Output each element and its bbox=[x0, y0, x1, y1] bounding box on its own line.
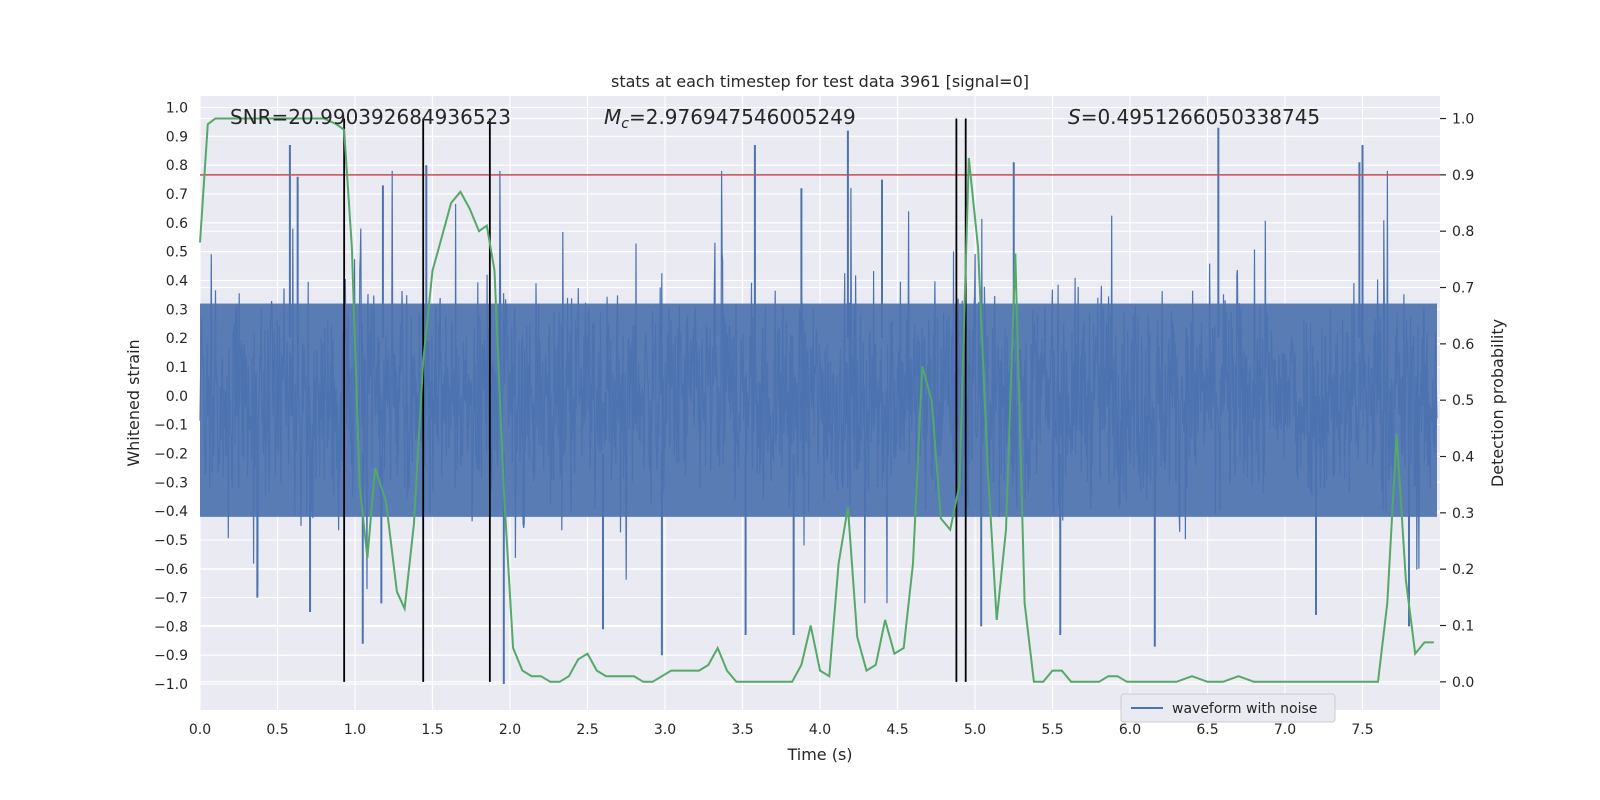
chirp-mass-annotation: Mc=2.976947546005249 bbox=[604, 105, 856, 132]
x-tick-label: 2.0 bbox=[499, 722, 521, 738]
chirp-mass-subscript: c bbox=[621, 116, 629, 132]
y-right-tick-label: 1.0 bbox=[1452, 112, 1474, 128]
vertical-lines-layer bbox=[343, 118, 967, 682]
x-tick-label: 3.0 bbox=[654, 722, 676, 738]
y-right-tick-label: 0.7 bbox=[1452, 281, 1474, 297]
x-tick-label: 2.5 bbox=[576, 722, 598, 738]
waveform-core-band bbox=[200, 303, 1437, 517]
y-right-tick-label: 0.6 bbox=[1452, 337, 1474, 353]
x-tick-label: 0.0 bbox=[189, 722, 211, 738]
chirp-mass-value: =2.976947546005249 bbox=[629, 105, 856, 129]
x-tick-label: 1.5 bbox=[421, 722, 443, 738]
y-left-tick-label: 0.3 bbox=[166, 302, 188, 318]
snr-annotation: SNR=20.990392684936523 bbox=[230, 105, 511, 129]
s-symbol: S bbox=[1068, 105, 1081, 129]
x-tick-label: 3.5 bbox=[731, 722, 753, 738]
y-left-tick-label: −0.7 bbox=[154, 591, 188, 607]
y-left-tick-label: −0.3 bbox=[154, 475, 188, 491]
x-tick-label: 4.0 bbox=[809, 722, 831, 738]
x-tick-label: 5.5 bbox=[1041, 722, 1063, 738]
y-left-tick-label: 0.2 bbox=[166, 331, 188, 347]
detection-probability-line bbox=[199, 117, 1434, 683]
y-left-tick-label: 0.6 bbox=[166, 216, 188, 232]
y-left-tick-label: −0.2 bbox=[154, 446, 188, 462]
s-value: =0.4951266050338745 bbox=[1081, 105, 1320, 129]
y-left-tick-label: −0.9 bbox=[154, 648, 188, 664]
x-tick-label: 6.0 bbox=[1119, 722, 1141, 738]
y-left-tick-label: −0.1 bbox=[154, 418, 188, 434]
y-left-tick-label: 0.0 bbox=[166, 389, 188, 405]
legend-label-waveform: waveform with noise bbox=[1172, 701, 1317, 717]
x-tick-label: 4.5 bbox=[886, 722, 908, 738]
y-left-tick-label: 0.7 bbox=[166, 187, 188, 203]
y-left-tick-label: 0.1 bbox=[166, 360, 188, 376]
x-tick-label: 7.0 bbox=[1274, 722, 1296, 738]
y-left-tick-label: −0.6 bbox=[154, 562, 188, 578]
y-left-tick-label: 0.4 bbox=[166, 273, 188, 289]
y-left-tick-label: −0.4 bbox=[154, 504, 188, 520]
y-right-tick-label: 0.5 bbox=[1452, 393, 1474, 409]
y-left-tick-label: 0.9 bbox=[166, 129, 188, 145]
y-left-tick-label: 0.8 bbox=[166, 158, 188, 174]
y-left-tick-label: −1.0 bbox=[154, 677, 188, 693]
ticks-layer: 0.0 0.5 1.0 1.5 2.0 2.5 3.0 3.5 4.0 4.5 5.0 5.5 6.0 6… bbox=[154, 101, 1474, 738]
waveform-layer bbox=[199, 127, 1438, 685]
legend-box bbox=[1120, 693, 1336, 723]
y-axis-left-label: Whitened strain bbox=[124, 339, 143, 466]
y-right-tick-label: 0.2 bbox=[1452, 562, 1474, 578]
x-tick-label: 7.5 bbox=[1351, 722, 1373, 738]
chart-title: stats at each timestep for test data 396… bbox=[611, 72, 1029, 91]
y-axis-right-label: Detection probability bbox=[1488, 319, 1507, 487]
y-right-tick-label: 0.0 bbox=[1452, 675, 1474, 691]
x-tick-label: 1.0 bbox=[344, 722, 366, 738]
y-left-tick-label: −0.5 bbox=[154, 533, 188, 549]
y-left-tick-label: 1.0 bbox=[166, 101, 188, 117]
y-right-tick-label: 0.9 bbox=[1452, 168, 1474, 184]
x-tick-label: 6.5 bbox=[1196, 722, 1218, 738]
y-right-tick-label: 0.1 bbox=[1452, 619, 1474, 635]
probability-layer bbox=[199, 117, 1434, 683]
y-right-tick-label: 0.8 bbox=[1452, 224, 1474, 240]
y-right-tick-label: 0.4 bbox=[1452, 450, 1474, 466]
y-right-tick-label: 0.3 bbox=[1452, 506, 1474, 522]
chirp-mass-symbol: M bbox=[604, 105, 621, 129]
y-left-tick-label: −0.8 bbox=[154, 619, 188, 635]
x-tick-label: 5.0 bbox=[964, 722, 986, 738]
y-left-tick-label: 0.5 bbox=[166, 245, 188, 261]
x-axis-label: Time (s) bbox=[786, 745, 852, 764]
x-tick-label: 0.5 bbox=[266, 722, 288, 738]
legend: waveform with noise bbox=[1120, 693, 1336, 723]
s-annotation: S=0.4951266050338745 bbox=[1068, 105, 1320, 129]
